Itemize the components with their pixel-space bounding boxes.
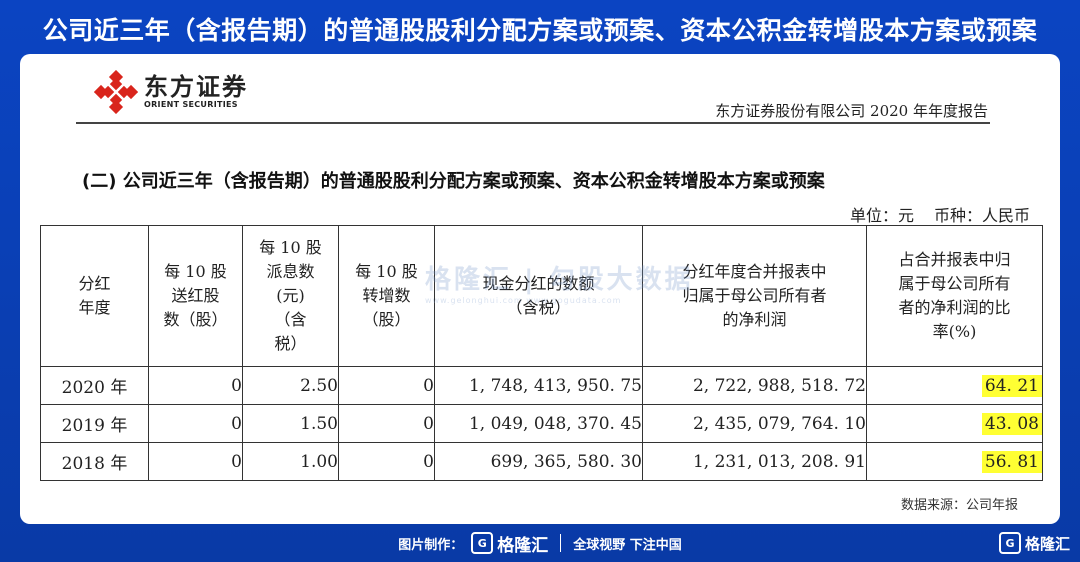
cell-year: 2018 年 bbox=[40, 442, 149, 481]
header-cash: 现金分红的数额 （含税） bbox=[434, 225, 643, 367]
unit-line: 单位：元 币种：人民币 bbox=[830, 202, 1030, 226]
corner-brand-name: 格隆汇 bbox=[1024, 534, 1070, 553]
cell-bonus-shares: 0 bbox=[148, 404, 243, 443]
unit-label: 单位：元 bbox=[849, 206, 914, 225]
table-header-row: 分红 年度 每 10 股 送红股 数（股） 每 10 股 派息数 (元) （含 … bbox=[40, 225, 1043, 367]
data-source: 数据来源：公司年报 bbox=[900, 498, 1018, 513]
page-title: 公司近三年（含报告期）的普通股股利分配方案或预案、资本公积金转增股本方案或预案 bbox=[42, 16, 1038, 45]
cell-net-profit: 1, 231, 013, 208. 91 bbox=[642, 442, 867, 481]
cell-bonus-shares: 0 bbox=[148, 442, 243, 481]
header-bonus-shares: 每 10 股 送红股 数（股） bbox=[148, 225, 243, 367]
footer-slogan: 全球视野 下注中国 bbox=[573, 537, 682, 553]
orient-logo-icon bbox=[93, 69, 139, 115]
cell-year: 2019 年 bbox=[40, 404, 149, 443]
header-year: 分红 年度 bbox=[40, 225, 149, 367]
report-title: 东方证券股份有限公司 2020 年年度报告 bbox=[715, 102, 988, 120]
cell-year: 2020 年 bbox=[40, 366, 149, 405]
logo-cn-text: 东方证券 bbox=[144, 73, 248, 101]
cell-dividend: 1.00 bbox=[242, 442, 339, 481]
cell-cash: 699, 365, 580. 30 bbox=[434, 442, 643, 481]
table-row: 2018 年 0 1.00 0 699, 365, 580. 30 1, 231… bbox=[40, 442, 1043, 481]
footer-brand-name: 格隆汇 bbox=[497, 535, 549, 556]
cell-cash: 1, 748, 413, 950. 75 bbox=[434, 366, 643, 405]
cell-conversion: 0 bbox=[338, 404, 435, 443]
table-row: 2020 年 0 2.50 0 1, 748, 413, 950. 75 2, … bbox=[40, 366, 1043, 405]
header-net-profit: 分红年度合并报表中 归属于母公司所有者 的净利润 bbox=[642, 225, 867, 367]
logo-en-text: ORIENT SECURITIES bbox=[144, 100, 238, 109]
cell-dividend: 1.50 bbox=[242, 404, 339, 443]
footer-credit: 图片制作： bbox=[398, 537, 464, 553]
ratio-highlight: 56. 81 bbox=[981, 450, 1042, 473]
document-card: 东方证券 ORIENT SECURITIES 东方证券股份有限公司 2020 年… bbox=[20, 54, 1060, 524]
table-row: 2019 年 0 1.50 0 1, 049, 048, 370. 45 2, … bbox=[40, 404, 1043, 443]
orient-securities-logo: 东方证券 ORIENT SECURITIES bbox=[93, 69, 248, 115]
cell-conversion: 0 bbox=[338, 366, 435, 405]
footer-divider bbox=[560, 534, 562, 552]
dividend-table: 分红 年度 每 10 股 送红股 数（股） 每 10 股 派息数 (元) （含 … bbox=[40, 225, 1043, 481]
cell-ratio: 64. 21 bbox=[866, 366, 1043, 405]
gelonghui-corner-icon: G bbox=[998, 532, 1021, 554]
ratio-highlight: 43. 08 bbox=[981, 412, 1042, 435]
header-ratio: 占合并报表中归 属于母公司所有 者的净利润的比 率(%) bbox=[866, 225, 1043, 367]
gelonghui-logo-icon: G bbox=[471, 532, 494, 554]
currency-label: 币种：人民币 bbox=[933, 206, 1030, 225]
ratio-highlight: 64. 21 bbox=[981, 374, 1042, 397]
cell-dividend: 2.50 bbox=[242, 366, 339, 405]
footer: 图片制作： G 格隆汇 全球视野 下注中国 bbox=[0, 524, 1080, 562]
cell-net-profit: 2, 722, 988, 518. 72 bbox=[642, 366, 867, 405]
cell-cash: 1, 049, 048, 370. 45 bbox=[434, 404, 643, 443]
header-divider bbox=[76, 122, 990, 124]
cell-ratio: 56. 81 bbox=[866, 442, 1043, 481]
cell-net-profit: 2, 435, 079, 764. 10 bbox=[642, 404, 867, 443]
header-conversion: 每 10 股 转增数 （股） bbox=[338, 225, 435, 367]
cell-conversion: 0 bbox=[338, 442, 435, 481]
header-dividend: 每 10 股 派息数 (元) （含 税） bbox=[242, 225, 339, 367]
footer-brand: G 格隆汇 bbox=[471, 531, 548, 556]
cell-ratio: 43. 08 bbox=[866, 404, 1043, 443]
corner-brand: G 格隆汇 bbox=[998, 532, 1070, 554]
section-title: (二) 公司近三年（含报告期）的普通股股利分配方案或预案、资本公积金转增股本方案… bbox=[82, 171, 825, 192]
cell-bonus-shares: 0 bbox=[148, 366, 243, 405]
